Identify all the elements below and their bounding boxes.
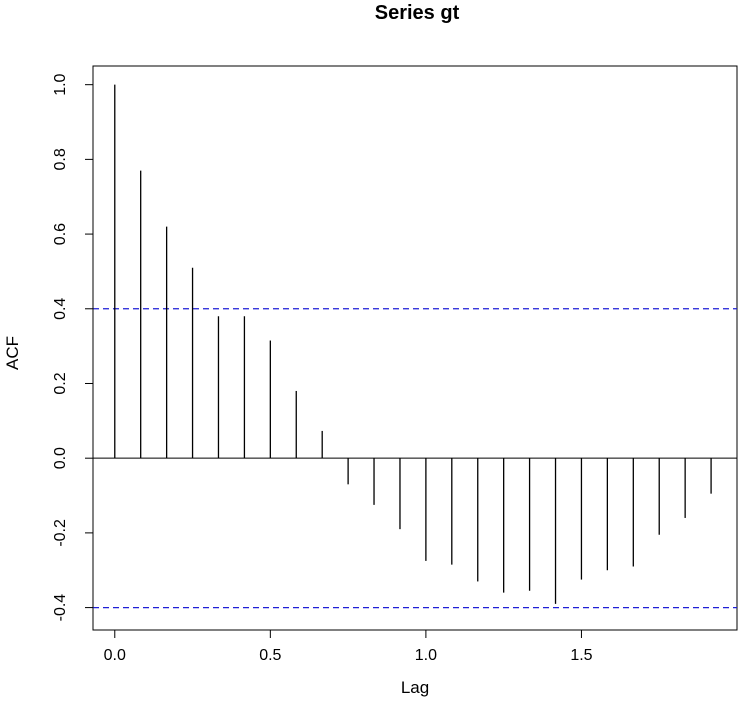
x-tick-label: 1.5 <box>570 647 592 664</box>
x-tick-label: 0.5 <box>259 647 281 664</box>
chart-title: Series gt <box>375 2 460 24</box>
x-axis: 0.0 0.5 1.0 1.5 <box>104 629 593 664</box>
y-tick-label: 0.8 <box>52 148 69 170</box>
y-axis-label: ACF <box>3 336 22 370</box>
acf-bars <box>114 84 712 604</box>
plot-frame <box>92 65 738 631</box>
y-tick-label: -0.2 <box>52 519 69 547</box>
y-tick-label: 0.4 <box>52 298 69 320</box>
y-tick-label: 0.0 <box>52 447 69 469</box>
y-tick-label: 0.6 <box>52 223 69 245</box>
y-tick-label: -0.4 <box>52 594 69 622</box>
x-axis-label: Lag <box>401 678 429 697</box>
confidence-band <box>93 308 737 609</box>
y-tick-label: 0.2 <box>52 372 69 394</box>
y-tick-label: 1.0 <box>52 73 69 95</box>
y-axis: -0.4 -0.2 0.0 0.2 0.4 0.6 0.8 1.0 <box>52 73 94 622</box>
x-tick-label: 1.0 <box>415 647 437 664</box>
x-tick-label: 0.0 <box>104 647 126 664</box>
